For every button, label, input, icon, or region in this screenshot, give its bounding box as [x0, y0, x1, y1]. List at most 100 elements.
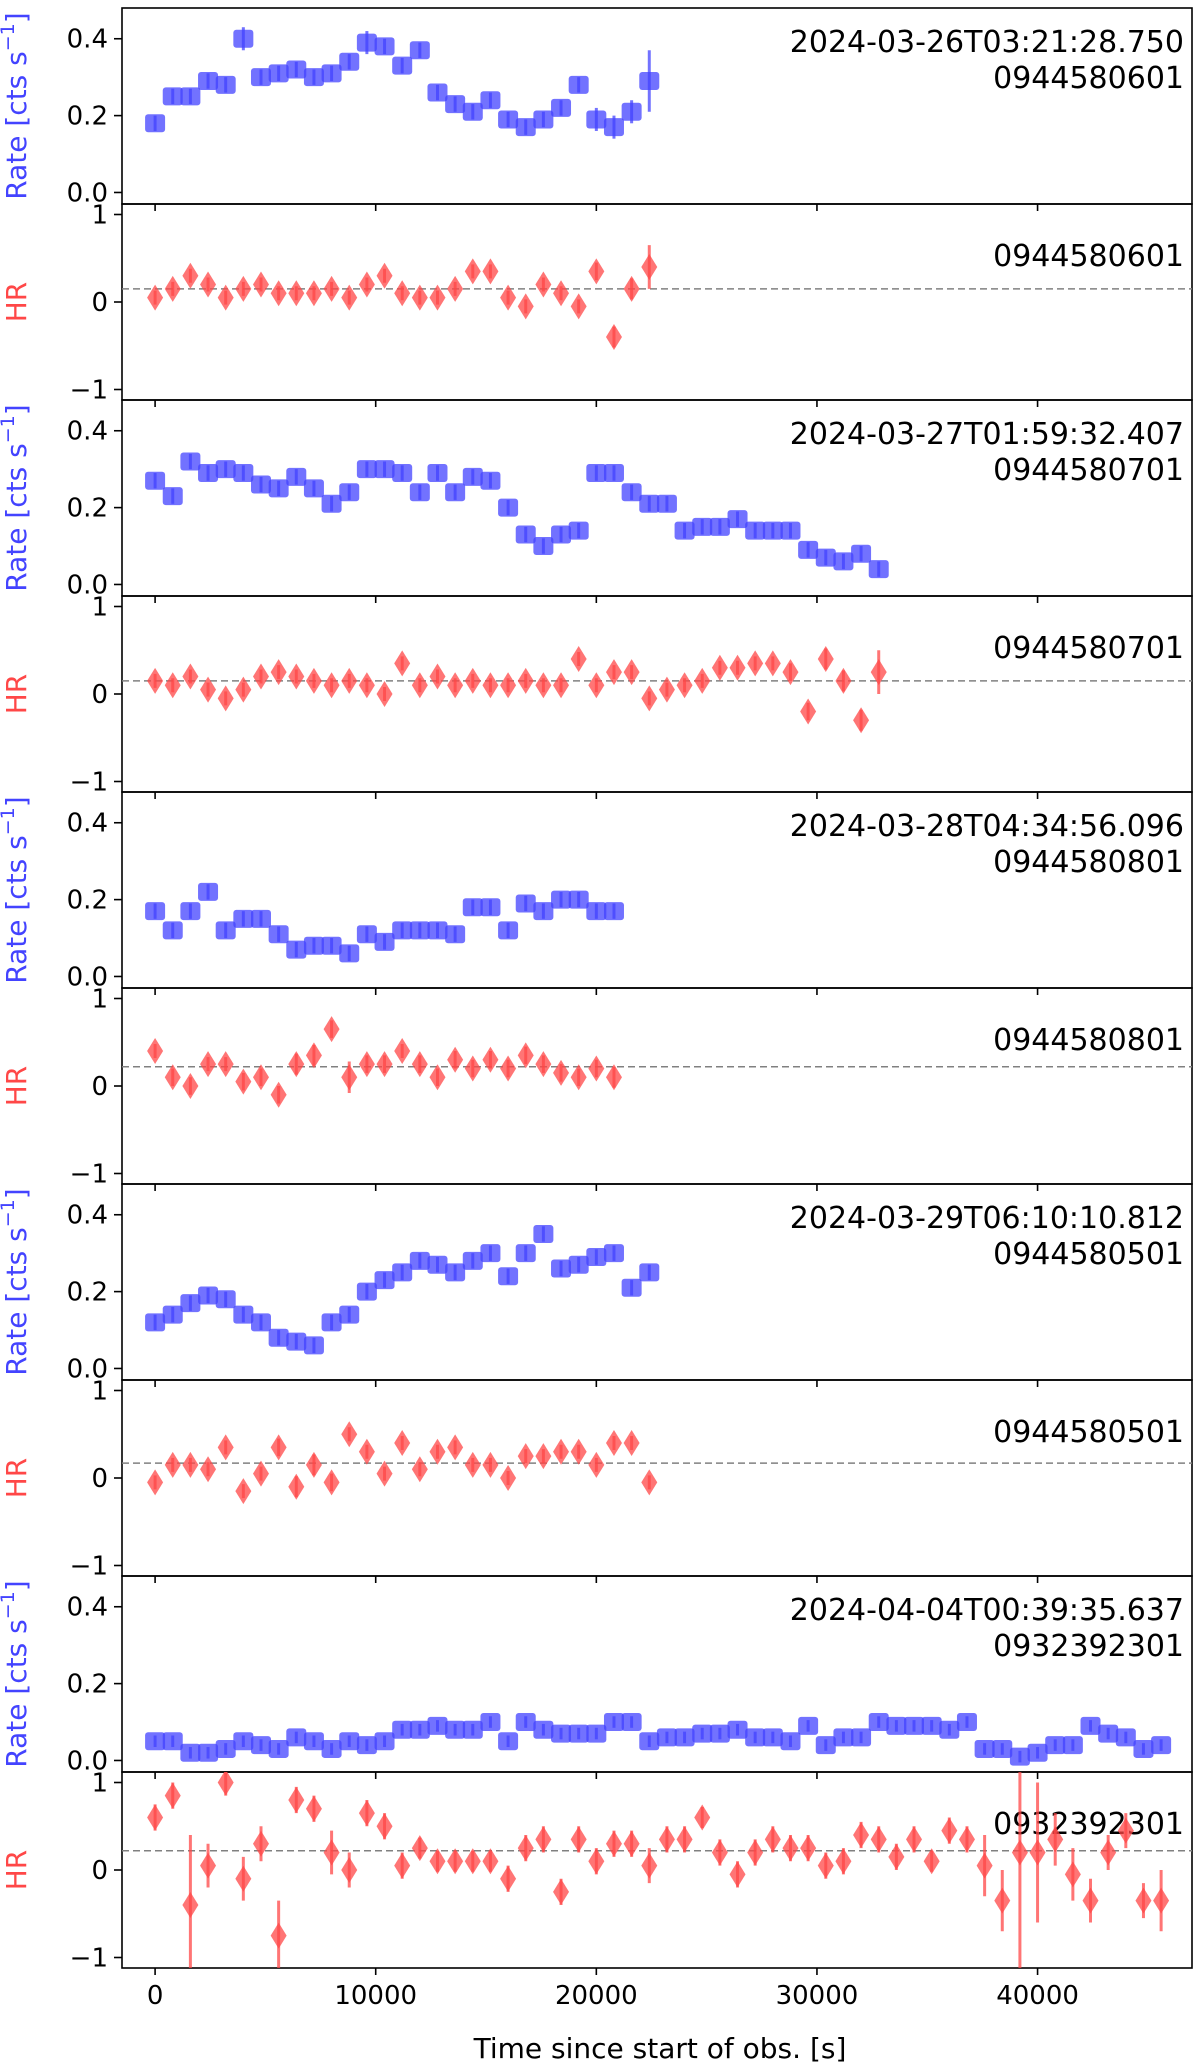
rate-point [480, 1244, 501, 1263]
hr-point [570, 646, 587, 672]
hr-point [323, 1839, 340, 1866]
rate-point [780, 1732, 801, 1751]
hr-point [288, 1051, 305, 1078]
rate-point [1151, 1736, 1172, 1755]
hr-point [817, 1852, 834, 1879]
rate-point [621, 1713, 642, 1732]
hr-point [588, 672, 605, 699]
x-tick-label: 40000 [996, 1981, 1079, 2011]
rate-point [215, 921, 236, 940]
rate-point [656, 494, 677, 513]
rate-point [603, 464, 624, 483]
rate-point [180, 87, 201, 106]
rate-point [198, 1743, 219, 1762]
hr-point [694, 1804, 711, 1831]
hr-point [605, 659, 622, 686]
obsid-label: 0932392301 [993, 1629, 1184, 1664]
panel-frame [121, 987, 1193, 1185]
hr-point [853, 707, 870, 734]
rate-point [268, 925, 289, 944]
obsid-label: 0944580601 [993, 61, 1184, 96]
rate-point [180, 1294, 201, 1313]
rate-point [462, 102, 483, 121]
rate-point [515, 894, 536, 913]
rate-point [427, 921, 448, 940]
rate-point [639, 1263, 660, 1282]
rate-point [551, 1724, 572, 1743]
rate-point [551, 1259, 572, 1278]
hr-point [464, 258, 481, 285]
rate-point [374, 1271, 395, 1290]
hr-point [305, 1795, 322, 1822]
y-tick-label: 0.0 [67, 962, 108, 992]
y-tick-label: 0 [91, 680, 108, 710]
hr-axis-label: HR [0, 674, 33, 715]
obs-date-label: 2024-03-29T06:10:10.812 [790, 1201, 1184, 1236]
rate-point [974, 1739, 995, 1758]
hr-point [235, 676, 252, 703]
rate-point [321, 1739, 342, 1758]
hr-point [482, 1451, 499, 1478]
rate-point [851, 544, 872, 563]
hr-point [605, 1430, 622, 1456]
hr-point [164, 672, 181, 699]
rate-point [886, 1716, 907, 1735]
hr-point [288, 1787, 305, 1813]
hr-point [517, 1835, 534, 1862]
hr-point [535, 672, 552, 699]
rate-point [215, 1290, 236, 1309]
y-tick-label: 0.4 [67, 809, 108, 839]
obsid-label: 0944580801 [993, 1023, 1184, 1058]
hr-point [764, 1826, 781, 1853]
rate-point [445, 1263, 466, 1282]
hr-point [1082, 1887, 1099, 1914]
hr-point [641, 1852, 658, 1879]
hr-point [853, 1822, 870, 1848]
rate-point [639, 72, 660, 91]
rate-point [515, 1713, 536, 1732]
rate-point [586, 1248, 607, 1267]
hr-point [500, 1055, 517, 1082]
hr-point [305, 1451, 322, 1478]
hr-point [605, 324, 622, 350]
y-tick-label: 0.4 [67, 25, 108, 55]
hr-point [217, 1772, 234, 1796]
hr-point [1100, 1839, 1117, 1866]
rate-point [145, 1732, 166, 1751]
data-points [147, 245, 658, 350]
rate-point [303, 936, 324, 955]
y-tick-label: −1 [70, 768, 108, 798]
rate-point [268, 1739, 289, 1758]
hr-point [235, 275, 252, 302]
rate-point [445, 925, 466, 944]
hr-point [147, 1038, 164, 1064]
hr-point [411, 1051, 428, 1078]
rate-point [145, 902, 166, 921]
hr-point [323, 672, 340, 699]
hr-point [835, 667, 852, 694]
hr-point [447, 1434, 464, 1461]
hr-point [870, 1826, 887, 1853]
hr-point [711, 1839, 728, 1866]
x-tick-label: 10000 [334, 1981, 417, 2011]
rate-point [162, 87, 183, 106]
rate-point [198, 1286, 219, 1305]
hr-point [588, 1451, 605, 1478]
rate-point [374, 460, 395, 479]
rate-point [162, 487, 183, 506]
hr-point [782, 659, 799, 686]
hr-point [376, 1813, 393, 1840]
hr-point [411, 1835, 428, 1862]
hr-point [923, 1848, 940, 1875]
hr-point [429, 1438, 446, 1465]
y-tick-label: 0.0 [67, 178, 108, 208]
hr-point [570, 1826, 587, 1853]
hr-panel-3: −1 0 1 HR 0944580801 [0, 985, 1193, 1191]
hr-point [694, 667, 711, 694]
rate-point [145, 1313, 166, 1332]
hr-point [200, 1051, 217, 1078]
rate-point [533, 1224, 554, 1243]
rate-point [339, 1305, 360, 1324]
rate-point [392, 1720, 413, 1739]
rate-point [392, 464, 413, 483]
